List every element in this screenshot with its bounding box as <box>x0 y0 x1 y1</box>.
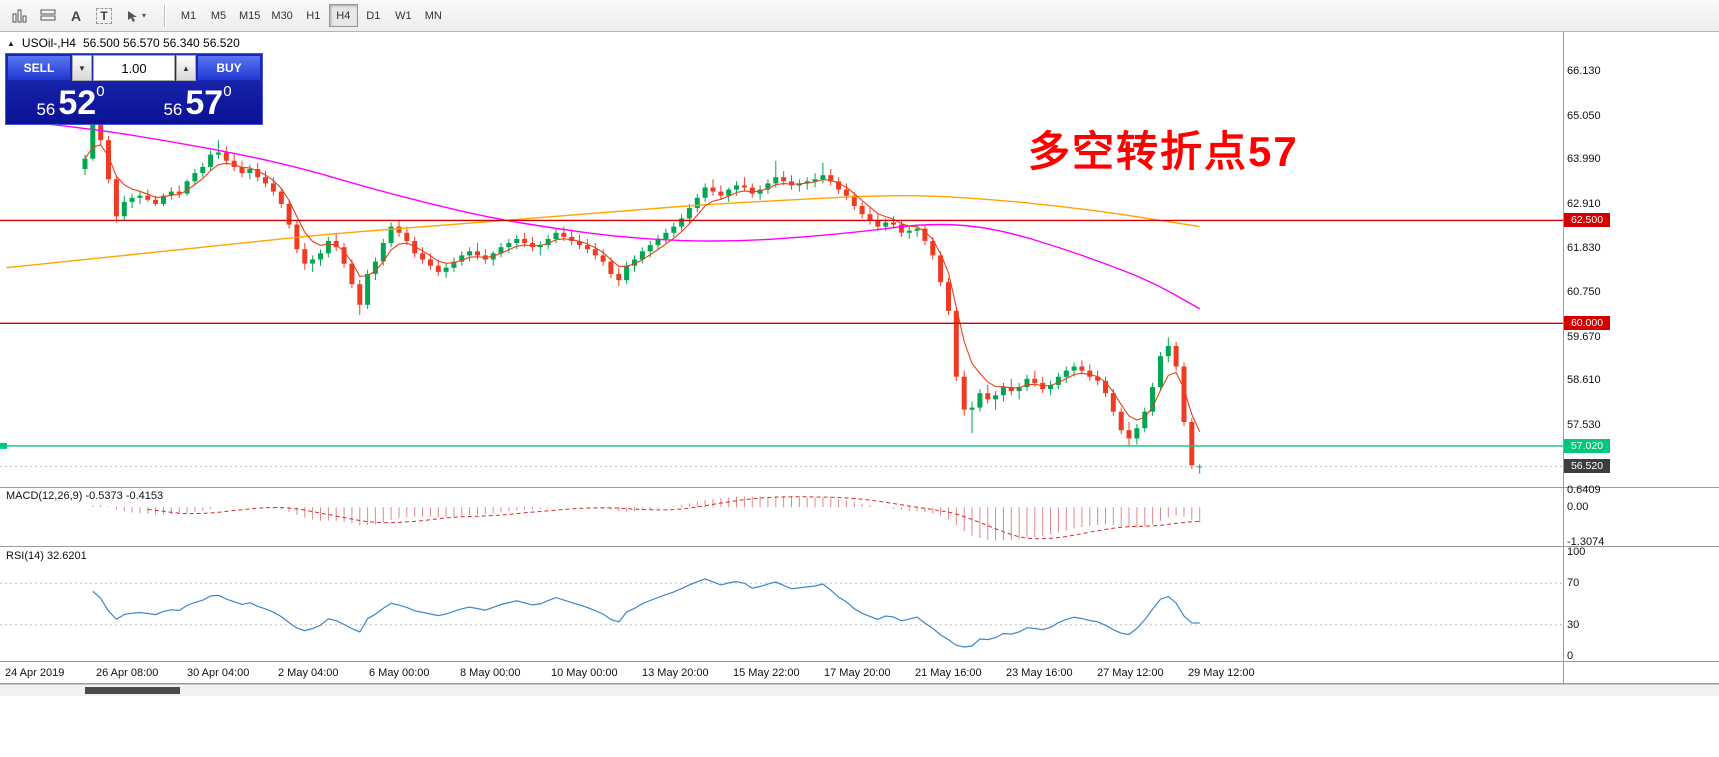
ma-fast-line <box>84 144 1201 432</box>
draw-tools-icon[interactable]: ▾ <box>118 4 154 28</box>
time-axis-label: 15 May 22:00 <box>733 667 800 679</box>
price-axis-label: 66.130 <box>1567 65 1601 77</box>
collapse-icon[interactable]: ▲ <box>7 38 15 48</box>
ohlc-values: 56.500 56.570 56.340 56.520 <box>82 36 240 50</box>
price-axis-label: 61.830 <box>1567 242 1601 254</box>
timeframe-button-m5[interactable]: M5 <box>204 4 233 27</box>
one-click-trading-panel: SELL ▼ ▲ BUY 56 52 0 56 57 0 <box>5 53 263 125</box>
volume-up-button[interactable]: ▲ <box>176 55 196 81</box>
ma-slow-line <box>6 118 1201 310</box>
textbox-tool-icon[interactable]: T <box>90 4 118 28</box>
timeframe-button-h4[interactable]: H4 <box>328 4 358 27</box>
time-axis-label: 8 May 00:00 <box>460 667 521 679</box>
h-scrollbar-thumb[interactable] <box>85 687 180 694</box>
price-axis-label: 63.990 <box>1567 153 1601 165</box>
time-axis-label: 17 May 20:00 <box>824 667 891 679</box>
toolbar: A T ▾ M1 M5 M15 M30 H1 H4 D1 W1 MN <box>0 0 1719 32</box>
plot-layer <box>0 113 1563 648</box>
time-axis-label: 10 May 00:00 <box>551 667 618 679</box>
price-axis-label: 57.530 <box>1567 419 1601 431</box>
hline-endpoint-marker <box>0 442 7 449</box>
bid-price-small: 56 <box>36 100 56 119</box>
price-axis-label: 59.670 <box>1567 331 1601 343</box>
rsi-axis-label: 0 <box>1567 650 1574 662</box>
symbol-period-label: USOil-,H4 <box>21 36 76 50</box>
macd-axis-label: 0.00 <box>1567 501 1589 513</box>
cursor-arrow-glyph <box>127 10 137 22</box>
price-axis-label: 58.610 <box>1567 374 1601 386</box>
rsi-axis-label: 30 <box>1567 619 1580 631</box>
sell-button[interactable]: SELL <box>7 55 71 81</box>
timeframe-button-h1[interactable]: H1 <box>299 4 328 27</box>
textbox-tool-glyph: T <box>96 7 112 24</box>
price-axis-label: 65.050 <box>1567 110 1601 122</box>
price-level-badge: 62.500 <box>1564 213 1610 227</box>
macd-label: MACD(12,26,9) -0.5373 -0.4153 <box>6 490 164 502</box>
timeframe-button-m1[interactable]: M1 <box>174 4 203 27</box>
volume-down-button[interactable]: ▼ <box>72 55 92 81</box>
rsi-line <box>92 578 1200 648</box>
text-tool-icon[interactable]: A <box>62 4 90 28</box>
bid-price-badge: 56.520 <box>1564 459 1610 473</box>
time-axis-label: 6 May 00:00 <box>369 667 430 679</box>
buy-button[interactable]: BUY <box>197 55 261 81</box>
dropdown-caret-icon: ▾ <box>141 11 146 20</box>
macd-axis-label: 0.6409 <box>1567 484 1601 496</box>
macd-signal-line <box>147 496 1200 540</box>
time-axis-label: 23 May 16:00 <box>1006 667 1073 679</box>
chart-bars-glyph <box>12 9 27 22</box>
macd-axis-label: -1.3074 <box>1567 536 1605 548</box>
timeframe-toolbar: M1 M5 M15 M30 H1 H4 D1 W1 MN <box>174 4 448 27</box>
price-axis-label: 60.750 <box>1567 286 1601 298</box>
timeframe-button-w1[interactable]: W1 <box>389 4 418 27</box>
rsi-axis-label: 70 <box>1567 577 1580 589</box>
time-axis-label: 29 May 12:00 <box>1188 667 1255 679</box>
tile-windows-glyph <box>40 9 56 20</box>
ask-price-big: 57 <box>185 83 224 122</box>
price-level-badge: 57.020 <box>1564 439 1610 453</box>
chart-annotation: 多空转折点57 <box>1028 128 1299 175</box>
ask-price-small: 56 <box>163 100 183 119</box>
chart-style-icon[interactable] <box>6 4 34 28</box>
timeframe-button-d1[interactable]: D1 <box>359 4 388 27</box>
time-axis-label: 26 Apr 08:00 <box>96 667 159 679</box>
ask-price-sup: 0 <box>223 83 232 100</box>
rsi-axis-label: 100 <box>1567 546 1586 558</box>
time-axis-label: 30 Apr 04:00 <box>187 667 250 679</box>
volume-input[interactable] <box>93 55 175 81</box>
ma-mid-line <box>6 194 1200 269</box>
tile-windows-icon[interactable] <box>34 4 62 28</box>
chart-title: ▲ USOil-,H4 56.500 56.570 56.340 56.520 <box>7 36 240 50</box>
text-tool-glyph: A <box>70 7 82 24</box>
time-axis-label: 27 May 12:00 <box>1097 667 1164 679</box>
time-axis-label: 24 Apr 2019 <box>5 667 65 679</box>
time-axis-label: 21 May 16:00 <box>915 667 982 679</box>
price-axis-label: 62.910 <box>1567 198 1601 210</box>
candles-layer <box>82 113 1203 474</box>
macd-layer <box>92 496 1201 541</box>
bid-price-sup: 0 <box>96 83 105 100</box>
price-level-badge: 60.000 <box>1564 316 1610 330</box>
timeframe-button-mn[interactable]: MN <box>419 4 448 27</box>
ask-price-display[interactable]: 56 57 0 <box>134 81 261 124</box>
rsi-label: RSI(14) 32.6201 <box>6 550 87 562</box>
time-axis-label: 2 May 04:00 <box>278 667 339 679</box>
h-scrollbar[interactable] <box>0 684 1719 696</box>
bid-price-display[interactable]: 56 52 0 <box>7 81 134 124</box>
toolbar-separator <box>164 4 166 27</box>
timeframe-button-m30[interactable]: M30 <box>266 4 297 27</box>
bid-price-big: 52 <box>58 83 97 122</box>
timeframe-button-m15[interactable]: M15 <box>234 4 265 27</box>
time-axis-label: 13 May 20:00 <box>642 667 709 679</box>
